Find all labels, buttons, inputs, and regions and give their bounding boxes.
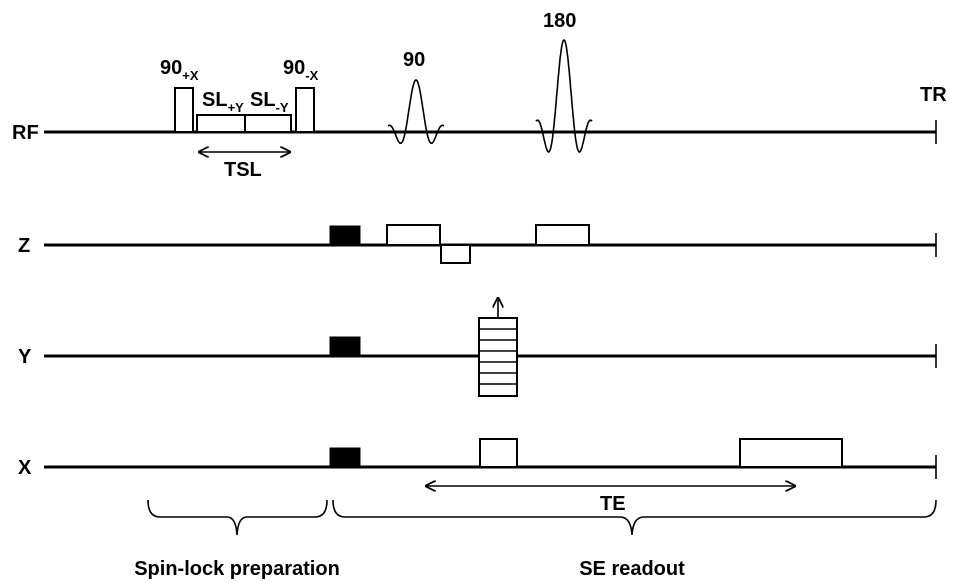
row-label-x: X (18, 457, 32, 479)
section-label-readout: SE readout (579, 558, 685, 580)
label-excitation-90: 90 (403, 49, 425, 71)
spin-lock-minus-y (244, 114, 292, 133)
phase-encode-table (478, 317, 518, 397)
refocusing-slice-gradient (535, 224, 590, 246)
label-sl-plus-y: SL+Y (202, 89, 244, 115)
spoiler-gradient-z (329, 225, 361, 246)
row-label-rf: RF (12, 122, 39, 144)
pulse-90-minus-x (295, 87, 315, 133)
refocusing-pulse-180 (535, 39, 593, 153)
spoiler-gradient-y (329, 336, 361, 357)
row-label-y: Y (18, 346, 32, 368)
tsl-label: TSL (224, 159, 262, 181)
spoiler-gradient-x (329, 447, 361, 468)
readout-gradient (739, 438, 843, 468)
label-90-plus-x: 90+X (160, 57, 199, 83)
readout-prephase-gradient (479, 438, 518, 468)
pulse-90-plus-x (174, 87, 194, 133)
readout-brace (332, 499, 937, 536)
slice-select-gradient (386, 224, 441, 246)
tr-label: TR (920, 84, 947, 106)
label-refocusing-180: 180 (543, 10, 576, 32)
preparation-brace (147, 499, 328, 536)
label-sl-minus-y: SL-Y (250, 89, 289, 115)
section-label-preparation: Spin-lock preparation (134, 558, 340, 580)
spin-lock-plus-y (196, 114, 246, 133)
slice-rephase-gradient (440, 244, 471, 264)
excitation-pulse-90 (387, 79, 445, 145)
row-label-z: Z (18, 235, 30, 257)
label-90-minus-x: 90-X (283, 57, 319, 83)
te-label: TE (600, 493, 626, 515)
